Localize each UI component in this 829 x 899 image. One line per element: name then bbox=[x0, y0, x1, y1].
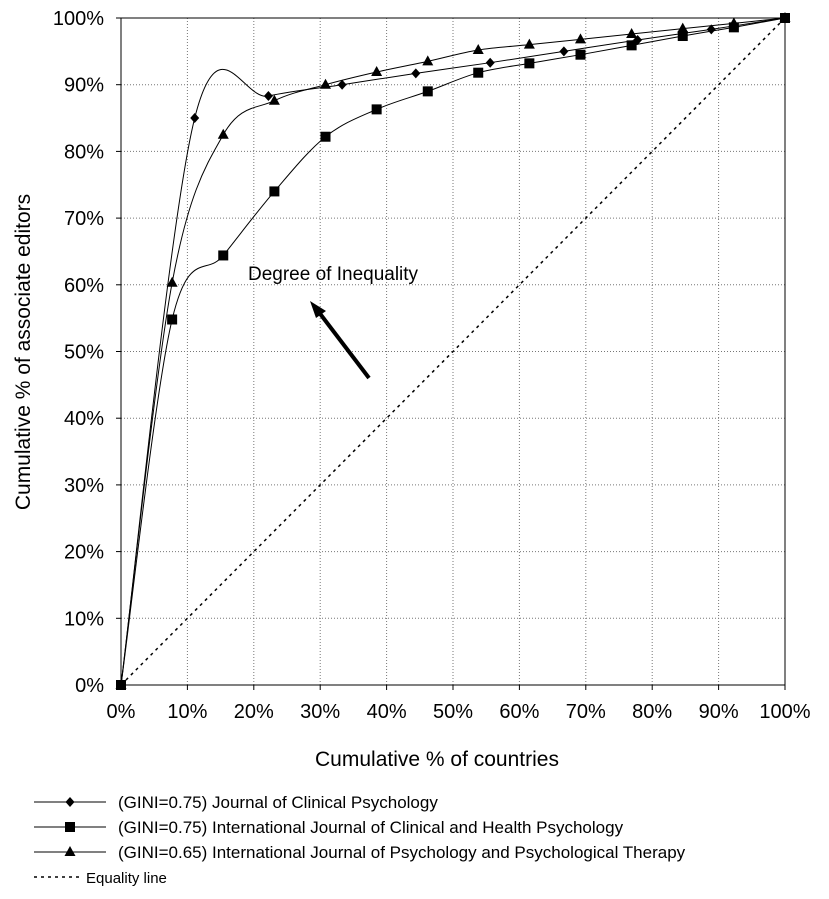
series-1-point bbox=[559, 46, 569, 57]
x-tick-label: 30% bbox=[300, 701, 340, 723]
legend: (GINI=0.75) Journal of Clinical Psycholo… bbox=[34, 793, 686, 887]
x-tick-label: 50% bbox=[433, 701, 473, 723]
series-2-point bbox=[524, 58, 535, 69]
y-tick-label: 70% bbox=[64, 208, 104, 230]
series-3-point bbox=[523, 38, 535, 49]
y-tick-labels: 0% 10% 20% 30% 40% 50% 60% 70% 80% 90% 100% bbox=[53, 8, 104, 697]
series-3-point bbox=[217, 128, 229, 139]
y-axis-label: Cumulative % of associate editors bbox=[12, 194, 35, 510]
series-1-point bbox=[411, 68, 421, 79]
annotation-label: Degree of Inequality bbox=[248, 264, 419, 285]
equality-line bbox=[120, 17, 786, 686]
y-tick-label: 100% bbox=[53, 8, 104, 30]
x-tick-label: 0% bbox=[107, 701, 136, 723]
x-tick-label: 80% bbox=[632, 701, 672, 723]
series-2-point bbox=[371, 104, 382, 115]
legend-label-gini-0-75-international-journal-of-clini: (GINI=0.75) International Journal of Cli… bbox=[118, 818, 624, 837]
y-tick-label: 90% bbox=[64, 75, 104, 97]
legend-label-equality-line: Equality line bbox=[86, 870, 167, 887]
x-tick-label: 70% bbox=[566, 701, 606, 723]
series-1-point bbox=[263, 91, 273, 102]
legend-label-gini-0-65-international-journal-of-psych: (GINI=0.65) International Journal of Psy… bbox=[118, 843, 686, 862]
y-tick-label: 50% bbox=[64, 342, 104, 364]
series-1-point bbox=[706, 24, 716, 35]
x-tick-label: 40% bbox=[367, 701, 407, 723]
annotation-arrowhead bbox=[310, 301, 326, 318]
series-3-point bbox=[166, 276, 178, 287]
series-1-line bbox=[120, 17, 786, 686]
series-3-point bbox=[574, 33, 586, 44]
y-tick-label: 60% bbox=[64, 275, 104, 297]
y-tick-label: 20% bbox=[64, 542, 104, 564]
series-1-point bbox=[337, 79, 347, 90]
series-3-line bbox=[120, 17, 786, 686]
y-tick-label: 0% bbox=[75, 675, 104, 697]
series-1-point bbox=[485, 57, 495, 68]
series-3-point bbox=[115, 679, 127, 689]
series-2-point bbox=[677, 31, 688, 42]
series-2-point bbox=[728, 22, 739, 33]
y-tick-label: 30% bbox=[64, 475, 104, 497]
x-tick-label: 60% bbox=[499, 701, 539, 723]
y-tick-label: 40% bbox=[64, 408, 104, 430]
series-3-point bbox=[677, 22, 689, 33]
series-3-point bbox=[728, 17, 740, 28]
series-lines bbox=[120, 17, 786, 686]
series-3-point bbox=[422, 55, 434, 66]
y-tick-label: 10% bbox=[64, 608, 104, 630]
x-tick-labels: 0% 10% 20% 30% 40% 50% 60% 70% 80% 90% 100% bbox=[107, 701, 811, 723]
annotation-group: Degree of Inequality bbox=[248, 264, 419, 380]
series-2-point bbox=[269, 186, 280, 197]
x-tick-label: 10% bbox=[167, 701, 207, 723]
series-2-line bbox=[120, 17, 786, 686]
series-3-point bbox=[371, 66, 383, 77]
series-markers bbox=[115, 12, 791, 690]
series-2-point bbox=[320, 131, 331, 142]
x-tick-label: 90% bbox=[699, 701, 739, 723]
x-tick-label: 20% bbox=[234, 701, 274, 723]
series-1-point bbox=[190, 113, 200, 124]
legend-marker-series-2 bbox=[65, 822, 75, 832]
series-2-point bbox=[422, 86, 433, 97]
series-3-point bbox=[320, 78, 332, 89]
series-3-point bbox=[472, 44, 484, 55]
legend-marker-series-3 bbox=[64, 846, 76, 856]
x-tick-label: 100% bbox=[759, 701, 810, 723]
series-2-point bbox=[167, 314, 178, 325]
legend-label-gini-0-75-journal-of-clinical-psychology: (GINI=0.75) Journal of Clinical Psycholo… bbox=[118, 793, 438, 812]
series-3-point bbox=[779, 12, 791, 22]
series-2-point bbox=[473, 67, 484, 78]
series-2-point bbox=[575, 49, 586, 60]
legend-marker-series-1 bbox=[65, 797, 75, 807]
series-2-point bbox=[626, 40, 637, 51]
series-3-point bbox=[268, 94, 280, 105]
y-tick-label: 80% bbox=[64, 141, 104, 163]
x-axis-label: Cumulative % of countries bbox=[315, 748, 559, 771]
series-3-point bbox=[626, 28, 638, 39]
series-2-point bbox=[218, 250, 229, 261]
annotation-arrow bbox=[316, 309, 371, 380]
